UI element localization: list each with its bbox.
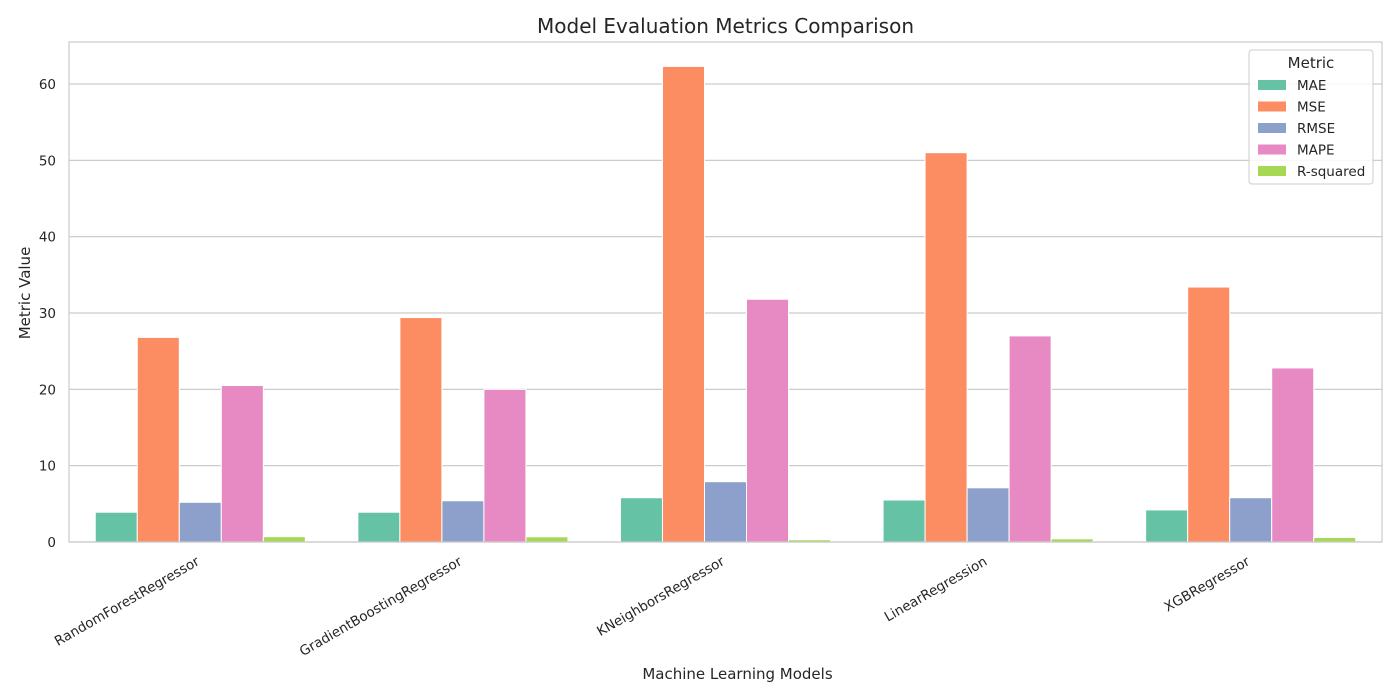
bar-mape-4	[1271, 367, 1315, 543]
bar-mape-2	[746, 298, 790, 543]
bar-r-squared-4	[1313, 536, 1357, 543]
bar-mse-4	[1187, 286, 1231, 543]
bar-mape-0	[220, 385, 264, 543]
x-tick-label: RandomForestRegressor	[52, 553, 203, 649]
legend-label-mse: MSE	[1297, 100, 1326, 116]
y-tick-label: 30	[39, 306, 56, 322]
bar-rmse-4	[1229, 497, 1273, 543]
x-axis-label: Machine Learning Models	[642, 665, 832, 683]
plot-frame	[68, 41, 1383, 543]
bar-r-squared-1	[525, 536, 569, 543]
legend-swatch-rmse	[1258, 123, 1286, 133]
bar-mape-3	[1008, 335, 1052, 543]
legend-label-mape: MAPE	[1297, 143, 1335, 159]
gridlines	[69, 83, 1382, 543]
bar-mae-3	[882, 499, 926, 543]
bar-r-squared-0	[262, 536, 306, 543]
x-tick-label: LinearRegression	[882, 554, 990, 626]
y-tick-label: 40	[39, 230, 56, 246]
legend-title: Metric	[1288, 54, 1335, 72]
chart-title: Model Evaluation Metrics Comparison	[537, 14, 914, 38]
bar-rmse-1	[441, 500, 485, 543]
legend-swatch-r-squared	[1258, 166, 1286, 176]
y-tick-label: 60	[39, 77, 56, 93]
legend-label-mae: MAE	[1297, 78, 1326, 94]
bar-mae-4	[1145, 509, 1189, 543]
legend-swatch-mse	[1258, 101, 1286, 112]
bars	[94, 65, 1357, 543]
bar-rmse-2	[703, 481, 748, 543]
y-axis-label: Metric Value	[16, 247, 34, 340]
bar-mae-1	[357, 511, 401, 543]
legend-label-rmse: RMSE	[1297, 121, 1335, 137]
x-tick-labels: RandomForestRegressor GradientBoostingReg…	[52, 553, 1253, 659]
bar-mse-1	[399, 317, 443, 543]
legend-swatch-mape	[1258, 144, 1286, 155]
legend-items: MAE MSE RMSE MAPE R-squared	[1258, 78, 1365, 180]
x-tick-label: XGBRegressor	[1162, 553, 1254, 615]
bar-mae-2	[619, 497, 663, 543]
bar-mae-0	[94, 511, 138, 543]
bar-mse-0	[136, 336, 180, 543]
legend-label-r-squared: R-squared	[1297, 164, 1365, 180]
legend-swatch-mae	[1258, 80, 1286, 90]
y-tick-label: 0	[47, 535, 56, 551]
bar-mape-1	[483, 388, 527, 543]
bar-rmse-0	[178, 501, 222, 543]
x-tick-label: GradientBoostingRegressor	[297, 553, 465, 659]
bar-mse-3	[924, 152, 968, 543]
bar-rmse-3	[966, 487, 1010, 543]
y-tick-label: 10	[39, 459, 56, 475]
x-tick-label: KNeighborsRegressor	[594, 553, 728, 639]
y-tick-label: 20	[39, 382, 56, 398]
bar-mse-2	[661, 65, 705, 543]
y-tick-labels: 0 10 20 30 40 50 60	[39, 77, 56, 551]
y-tick-label: 50	[39, 153, 56, 169]
legend: Metric MAE MSE RMSE MAPE R-squared	[1248, 49, 1374, 185]
